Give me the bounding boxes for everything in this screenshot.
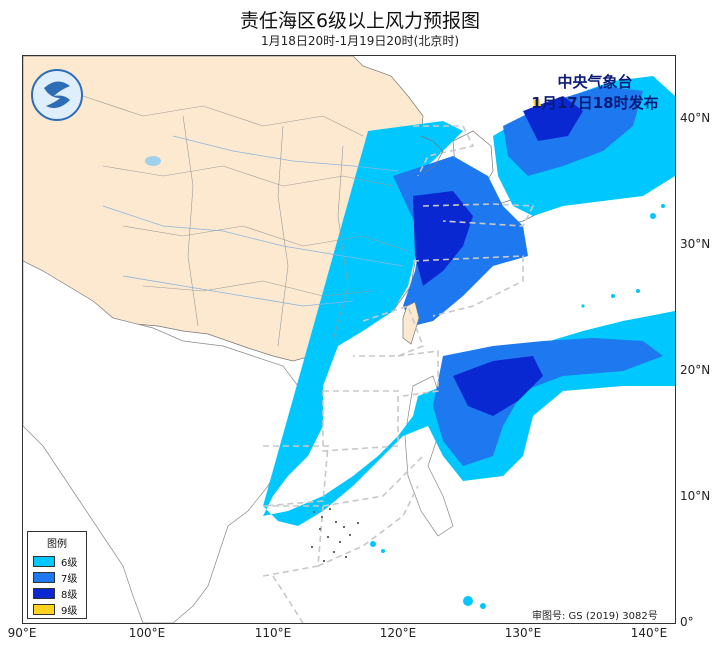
- publish-time: 1月17日18时发布: [531, 94, 659, 112]
- map-title: 责任海区6级以上风力预报图: [239, 10, 481, 32]
- wind-9-area: [533, 98, 541, 108]
- legend-item-8: 8级: [28, 585, 86, 601]
- y-tick-label: 30°N: [680, 237, 711, 251]
- map-subtitle: 1月18日20时-1月19日20时(北京时): [260, 34, 460, 48]
- legend-swatch: [33, 587, 55, 599]
- x-tick-label: 90°E: [7, 626, 37, 640]
- south-china-sea-islands: [311, 508, 359, 562]
- publisher-name: 中央气象台: [557, 73, 633, 91]
- rivers: [102, 135, 404, 307]
- legend-label: 9级: [61, 605, 78, 617]
- wind-8-area-north: [523, 96, 583, 141]
- legend-label: 8级: [61, 589, 78, 601]
- x-tick-label: 130°E: [504, 626, 542, 640]
- legend-swatch: [33, 603, 55, 615]
- publisher-label: 中央气象台 1月17日18时发布: [520, 72, 670, 114]
- coastline-bohai: [420, 135, 444, 175]
- pacific-island-dots: [370, 204, 665, 609]
- legend-swatch: [33, 571, 55, 583]
- legend: 图例 6级 7级 8级 9级: [27, 531, 87, 619]
- legend-item-7: 7级: [28, 569, 86, 585]
- lake-qinghai: [145, 156, 161, 166]
- x-tick-label: 140°E: [630, 626, 668, 640]
- y-tick-label: 0°: [680, 615, 694, 629]
- x-tick-label: 100°E: [128, 626, 166, 640]
- x-tick-label: 120°E: [379, 626, 417, 640]
- legend-item-6: 6级: [28, 553, 86, 569]
- y-tick-label: 20°N: [680, 363, 711, 377]
- forecast-zone-lines: [262, 125, 535, 623]
- wind-8-area: [413, 191, 473, 286]
- legend-item-9: 9级: [28, 601, 86, 617]
- y-tick-label: 40°N: [680, 111, 711, 125]
- wind-8-area-east: [453, 356, 543, 416]
- wind-6-area: [263, 121, 675, 526]
- y-tick-label: 10°N: [680, 489, 711, 503]
- province-borders: [82, 95, 409, 347]
- legend-label: 7级: [61, 573, 78, 585]
- x-tick-label: 110°E: [254, 626, 292, 640]
- taiwan-island: [402, 301, 420, 345]
- review-number: 审图号: GS (2019) 3082号: [532, 611, 658, 622]
- cma-logo-icon: [31, 69, 83, 121]
- map-area: [22, 55, 676, 624]
- map-canvas: [23, 56, 675, 623]
- legend-swatch: [33, 555, 55, 567]
- wind-areas: [263, 76, 675, 526]
- legend-title: 图例: [47, 539, 67, 550]
- southeast-asia-land: [23, 260, 299, 623]
- legend-label: 6级: [61, 557, 78, 569]
